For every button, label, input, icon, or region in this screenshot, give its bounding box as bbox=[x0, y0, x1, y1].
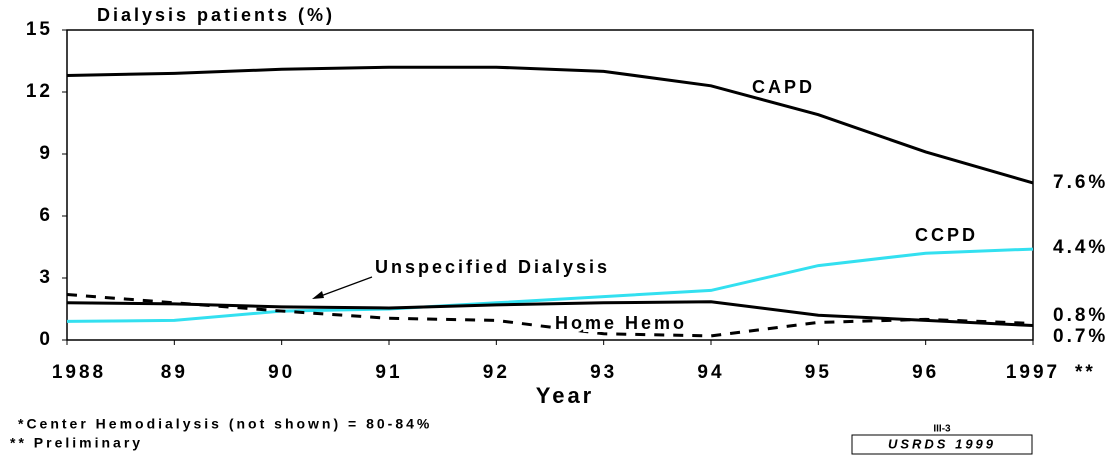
y-tick-label: 12 bbox=[26, 81, 53, 102]
x-tick-label: 91 bbox=[375, 362, 402, 383]
series-line bbox=[66, 293, 1034, 338]
y-tick-label: 6 bbox=[39, 205, 53, 226]
arrow bbox=[317, 276, 373, 298]
series-label: CCPD bbox=[915, 225, 978, 245]
y-tick-label: 15 bbox=[26, 19, 53, 40]
y-tick-label: 3 bbox=[39, 267, 53, 288]
series-line bbox=[66, 300, 1034, 328]
x-tick-label: 94 bbox=[697, 362, 724, 383]
series-line bbox=[66, 247, 1034, 323]
series-label: CAPD bbox=[752, 77, 815, 97]
end-label: 0.7% bbox=[1053, 326, 1108, 347]
end-label: 0.8% bbox=[1053, 305, 1108, 326]
arrow-head bbox=[312, 291, 324, 299]
y-tick-label: 9 bbox=[39, 143, 53, 164]
x-tick-label: 1988 bbox=[52, 362, 106, 383]
page-code: III-3 bbox=[933, 424, 951, 435]
x-axis-title: Year bbox=[536, 383, 595, 408]
footnote: *Center Hemodialysis (not shown) = 80-84… bbox=[18, 416, 432, 432]
y-axis-title: Dialysis patients (%) bbox=[97, 5, 335, 25]
x-tick-label: 92 bbox=[483, 362, 510, 383]
x-tick-label: 1997 bbox=[1006, 362, 1060, 383]
x-tick-label: 90 bbox=[268, 362, 295, 383]
footnote: ** Preliminary bbox=[10, 435, 143, 451]
end-label: 4.4% bbox=[1053, 237, 1108, 258]
series-label: Unspecified Dialysis bbox=[375, 257, 610, 277]
x-note: ** bbox=[1075, 362, 1096, 383]
x-tick-label: 96 bbox=[912, 362, 939, 383]
plot-frame bbox=[66, 29, 1034, 341]
x-tick-label: 93 bbox=[590, 362, 617, 383]
series-label: Home Hemo bbox=[555, 313, 687, 333]
source-box bbox=[851, 434, 1033, 455]
x-tick-label: 89 bbox=[161, 362, 188, 383]
y-tick-label: 0 bbox=[39, 329, 53, 350]
end-label: 7.6% bbox=[1053, 172, 1108, 193]
series-line bbox=[66, 65, 1034, 185]
source: USRDS 1999 bbox=[888, 436, 996, 451]
x-tick-label: 95 bbox=[805, 362, 832, 383]
